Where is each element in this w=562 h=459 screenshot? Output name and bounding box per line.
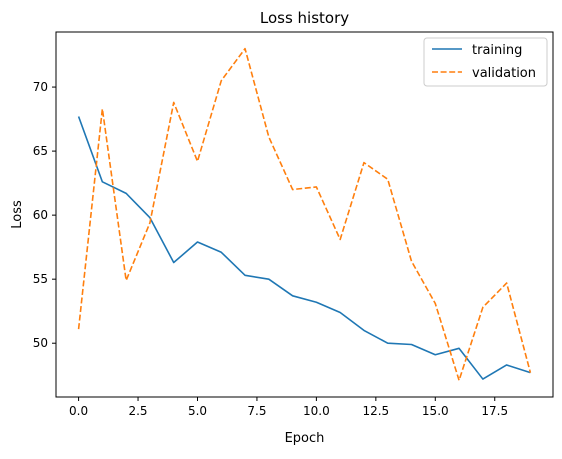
series-line-training xyxy=(77,116,531,380)
series-layer xyxy=(77,47,532,382)
x-tick-label: 10.0 xyxy=(303,404,330,418)
y-tick-label: 50 xyxy=(33,336,48,350)
x-tick-label: 5.0 xyxy=(188,404,207,418)
x-tick-label: 12.5 xyxy=(362,404,389,418)
x-axis-ticks: 0.0 2.5 5.0 7.5 10.0 12.5 15.0 17.5 xyxy=(69,397,508,418)
x-tick-label: 2.5 xyxy=(128,404,147,418)
x-tick-label: 15.0 xyxy=(422,404,449,418)
legend-box xyxy=(423,37,548,87)
y-tick-label: 70 xyxy=(33,80,48,94)
x-tick-label: 0.0 xyxy=(69,404,88,418)
y-axis-label: Loss xyxy=(10,200,25,229)
y-tick-label: 55 xyxy=(33,272,48,286)
y-tick-label: 65 xyxy=(33,144,48,158)
legend: training validation xyxy=(423,37,548,87)
y-axis-ticks: 50 55 60 65 70 xyxy=(33,80,56,350)
series-line-validation xyxy=(77,47,532,382)
y-tick-label: 60 xyxy=(33,208,48,222)
plot-frame xyxy=(55,31,554,398)
legend-label-training: training xyxy=(472,43,522,58)
x-tick-label: 7.5 xyxy=(247,404,266,418)
legend-label-validation: validation xyxy=(472,66,536,81)
x-tick-label: 17.5 xyxy=(481,404,508,418)
chart-title: Loss history xyxy=(260,9,349,27)
x-axis-label: Epoch xyxy=(285,431,325,446)
